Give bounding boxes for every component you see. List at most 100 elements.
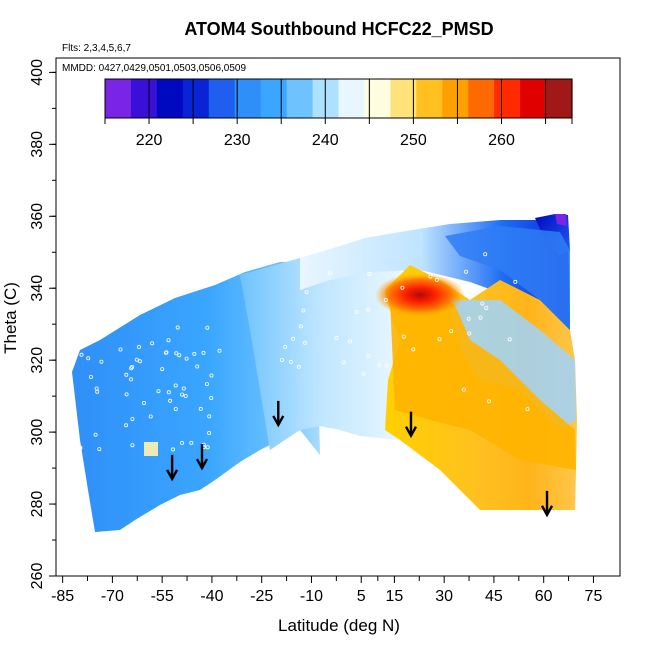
sample-point (484, 305, 489, 310)
y-axis: 260 280 300 320 340 360 380 400 (29, 59, 56, 589)
y-axis-label: Theta (C) (1, 282, 20, 354)
sample-point (341, 360, 346, 365)
sample-point (173, 406, 178, 411)
sample-point (464, 269, 469, 274)
sample-point (94, 386, 99, 391)
sample-point (97, 447, 102, 452)
heatmap-field (72, 214, 577, 532)
x-tick-label: 75 (585, 588, 603, 605)
x-axis: -85 -70 -55 -40 -25 -10 5 15 30 45 60 75 (51, 576, 602, 605)
y-tick-label: 280 (29, 491, 46, 518)
colorbar-swatch (468, 79, 495, 118)
x-tick-label: -40 (200, 588, 223, 605)
colorbar-swatch (520, 79, 547, 118)
sample-point (384, 363, 389, 368)
sample-point (88, 318, 93, 323)
sample-point (183, 393, 188, 398)
sample-point (434, 277, 439, 282)
sample-point (348, 339, 353, 344)
colorbar-tick-label: 240 (312, 132, 339, 149)
plot-frame (55, 57, 621, 577)
x-tick-label: 30 (435, 588, 453, 605)
sample-point (148, 414, 153, 419)
colorbar-swatch (260, 79, 288, 118)
colorbar-swatch (312, 79, 340, 118)
sample-point (467, 331, 472, 336)
y-tick-label: 260 (29, 563, 46, 590)
sample-point (170, 447, 175, 452)
sample-point (137, 359, 142, 364)
sample-point (192, 351, 197, 356)
colorbar-swatch (364, 79, 391, 118)
sample-point (173, 383, 178, 388)
colorbar-swatch (208, 79, 236, 118)
field-inner-blue (450, 300, 576, 430)
arrow-head (404, 426, 418, 439)
flights-note: Flts: 2,3,4,5,6,7 (62, 43, 131, 54)
sample-point (383, 297, 388, 302)
arrow-head (540, 505, 554, 518)
x-tick-label: -25 (250, 588, 273, 605)
sample-point (177, 353, 182, 358)
sample-point (449, 329, 454, 334)
colorbar-tick-label: 220 (136, 132, 163, 149)
sample-point (201, 350, 206, 355)
sample-point (180, 392, 185, 397)
colorbar-swatch (105, 79, 132, 118)
arrow-head (195, 458, 209, 471)
sample-point (507, 337, 512, 342)
sample-point (466, 316, 471, 321)
chart-title: ATOM4 Southbound HCFC22_PMSD (184, 19, 493, 39)
colorbar-swatch (156, 79, 184, 118)
field-blue-band (445, 226, 570, 330)
colorbar-swatch (130, 79, 158, 118)
x-tick-label: -70 (101, 588, 124, 605)
sample-point (366, 307, 371, 312)
sample-point (141, 400, 146, 405)
sample-point (354, 309, 359, 314)
sample-point (134, 357, 139, 362)
sample-point (166, 390, 171, 395)
sample-point (367, 271, 372, 276)
x-tick-label: 5 (357, 588, 366, 605)
colorbar-swatch (546, 79, 573, 118)
sample-point (189, 440, 194, 445)
colorbar: 220 230 240 250 260 (104, 78, 573, 149)
y-tick-label: 340 (29, 275, 46, 302)
arrow-head (166, 469, 179, 482)
sample-point (428, 274, 433, 279)
sample-point (301, 308, 306, 313)
sample-point (160, 367, 165, 372)
colorbar-swatch (286, 79, 314, 118)
sample-point (181, 386, 186, 391)
sample-point (88, 374, 93, 379)
sample-point (184, 356, 189, 361)
field-north-core (390, 285, 576, 470)
sample-point (209, 373, 214, 378)
sample-point (366, 354, 371, 359)
sample-point (411, 347, 416, 352)
sample-point (288, 359, 293, 364)
colorbar-swatch (338, 79, 366, 118)
colorbar-swatch (234, 79, 262, 118)
y-tick-label: 360 (29, 203, 46, 230)
sample-point (480, 301, 485, 306)
sample-point (478, 315, 483, 320)
sample-point (401, 334, 406, 339)
sample-point (118, 347, 123, 352)
arrow-head (272, 415, 285, 428)
sample-point (78, 445, 83, 450)
sample-point (156, 389, 161, 394)
colorbar-tick-label: 250 (400, 132, 427, 149)
sample-point (205, 445, 210, 450)
sample-point (283, 344, 288, 349)
x-tick-label: -10 (300, 588, 323, 605)
sample-point (136, 344, 141, 349)
sample-point (180, 440, 185, 445)
field-peak (375, 273, 465, 317)
arrows (166, 400, 554, 518)
sample-point (525, 407, 530, 412)
x-axis-label: Latitude (deg N) (278, 616, 400, 635)
sample-point (207, 414, 212, 419)
